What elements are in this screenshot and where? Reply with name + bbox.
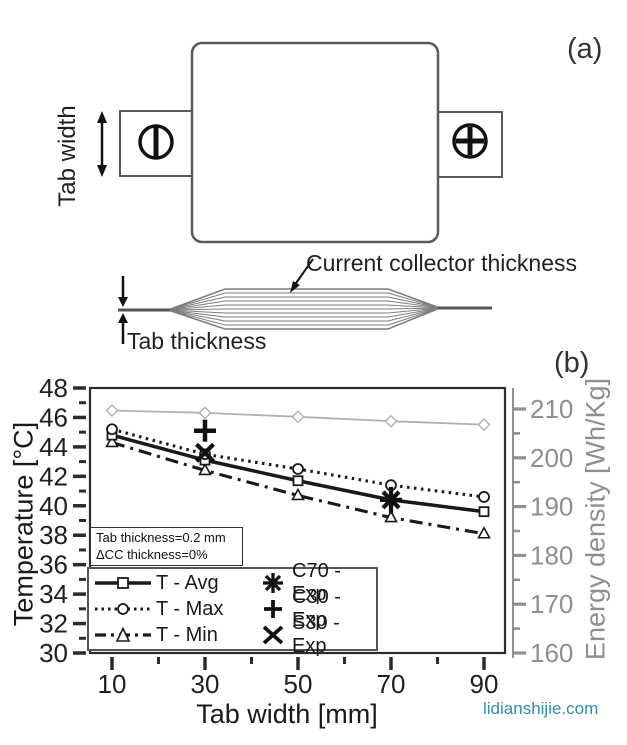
cell-body-rect bbox=[190, 41, 440, 244]
y2-tick-label: 170 bbox=[530, 589, 573, 619]
y-tick-label: 48 bbox=[39, 373, 68, 403]
circle-marker bbox=[292, 463, 304, 475]
collector-layer-line bbox=[167, 307, 441, 330]
tab-thickness-arrows bbox=[118, 276, 128, 344]
circle-marker bbox=[478, 491, 490, 503]
square-marker bbox=[478, 506, 490, 518]
exp-point-c70 bbox=[380, 486, 402, 513]
parameter-annotation-box: Tab thickness=0.2 mm ΔCC thickness=0% bbox=[90, 527, 243, 566]
diamond-marker bbox=[198, 406, 212, 420]
plus-marker bbox=[194, 419, 216, 442]
y-axis-title-left: Temperature [°C] bbox=[8, 421, 39, 627]
y2-tick-label: 180 bbox=[530, 540, 573, 570]
series-energydensity bbox=[105, 403, 491, 432]
asterisk-marker-icon bbox=[263, 573, 283, 593]
t-max-line-sample bbox=[95, 603, 151, 615]
asterisk-marker bbox=[381, 490, 401, 510]
diamond-marker bbox=[291, 410, 305, 424]
y-tick-label: 30 bbox=[39, 638, 68, 668]
square-marker bbox=[292, 475, 304, 487]
diamond-marker bbox=[477, 418, 491, 432]
collector-layer-line bbox=[167, 307, 441, 326]
series-t-min bbox=[105, 434, 491, 539]
tab-thickness-label: Tab thickness bbox=[127, 328, 267, 354]
circle-marker bbox=[106, 423, 118, 436]
x-marker-icon bbox=[262, 625, 284, 645]
y-tick-label: 42 bbox=[39, 461, 68, 491]
legend-label: T - Max bbox=[156, 597, 224, 620]
cc-thickness-label: Current collector thickness bbox=[306, 250, 577, 276]
collector-layer-line bbox=[167, 300, 441, 311]
collector-layer-line bbox=[167, 292, 441, 311]
legend-item-c30: C30 - Exp bbox=[258, 586, 376, 631]
t-min-line-sample bbox=[95, 626, 151, 642]
annotation-line-1: Tab thickness=0.2 mm bbox=[96, 530, 226, 545]
negative-terminal-icon bbox=[138, 124, 174, 160]
legend-item-c70: C70 - Exp bbox=[258, 560, 376, 605]
diamond-marker bbox=[105, 403, 119, 417]
series-line bbox=[111, 440, 485, 536]
legend-item-t-min: T - Min bbox=[94, 622, 258, 648]
y2-tick-label: 190 bbox=[530, 492, 573, 522]
triangle-marker bbox=[198, 462, 212, 476]
y2-tick-label: 160 bbox=[530, 638, 573, 668]
exp-point-s30 bbox=[195, 442, 215, 463]
collector-layer-line bbox=[167, 307, 441, 318]
collector-layer-line bbox=[167, 307, 441, 314]
legend-label: T - Avg bbox=[156, 571, 219, 594]
plus-marker-icon bbox=[264, 600, 282, 618]
triangle-marker bbox=[477, 526, 491, 539]
positive-terminal-icon bbox=[452, 123, 488, 159]
tab-width-label: Tab width bbox=[54, 105, 81, 207]
collector-layer-line bbox=[167, 304, 441, 311]
chart-legend: T - Avg C70 - Exp T - Max bbox=[87, 560, 378, 657]
y-tick-label: 36 bbox=[39, 550, 68, 580]
y-tick-label: 40 bbox=[39, 491, 68, 521]
legend-item-t-avg: T - Avg bbox=[94, 570, 258, 596]
collector-layer-line bbox=[167, 288, 441, 311]
y2-tick-label: 200 bbox=[530, 443, 573, 473]
x-tick-label: 70 bbox=[377, 669, 406, 699]
x-tick-label: 10 bbox=[98, 669, 127, 699]
legend-label: S30 - Exp bbox=[292, 612, 340, 657]
x-tick-label: 50 bbox=[284, 669, 313, 699]
exp-point-c30 bbox=[194, 419, 216, 442]
current-collector-stack bbox=[167, 288, 441, 330]
panel-a-label: (a) bbox=[567, 33, 603, 65]
legend-label: C30 - Exp bbox=[292, 586, 341, 631]
legend-label: T - Min bbox=[156, 623, 218, 646]
legend-item-t-max: T - Max bbox=[94, 596, 258, 622]
x-tick-label: 30 bbox=[191, 669, 220, 699]
triangle-marker bbox=[384, 509, 398, 523]
triangle-marker bbox=[105, 434, 119, 448]
y-tick-label: 34 bbox=[39, 579, 68, 609]
triangle-marker bbox=[291, 487, 305, 501]
y-tick-label: 44 bbox=[39, 432, 68, 462]
panel-b-label: (b) bbox=[554, 347, 590, 379]
legend-item-s30: S30 - Exp bbox=[258, 612, 376, 657]
collector-layer-line bbox=[167, 296, 441, 311]
x-axis-title: Tab width [mm] bbox=[196, 699, 378, 729]
x-tick-label: 90 bbox=[470, 669, 499, 699]
collector-layer-line bbox=[167, 307, 441, 311]
t-avg-line-sample bbox=[95, 577, 151, 589]
annotation-line-2: ΔCC thickness=0% bbox=[96, 547, 208, 562]
y-tick-label: 38 bbox=[39, 520, 68, 550]
y-tick-label: 46 bbox=[39, 402, 68, 432]
diamond-marker bbox=[384, 414, 398, 428]
collector-layer-line bbox=[167, 307, 441, 322]
cc-thickness-arrow bbox=[290, 258, 314, 293]
y-axis-title-right: Energy density [Wh/Kg] bbox=[580, 377, 611, 661]
tab-width-arrow bbox=[97, 111, 107, 177]
legend-label: C70 - Exp bbox=[292, 560, 341, 605]
y2-tick-label: 210 bbox=[530, 394, 573, 424]
watermark: lidianshijie.com bbox=[483, 699, 599, 718]
x-marker bbox=[195, 442, 215, 463]
y-tick-label: 32 bbox=[39, 609, 68, 639]
